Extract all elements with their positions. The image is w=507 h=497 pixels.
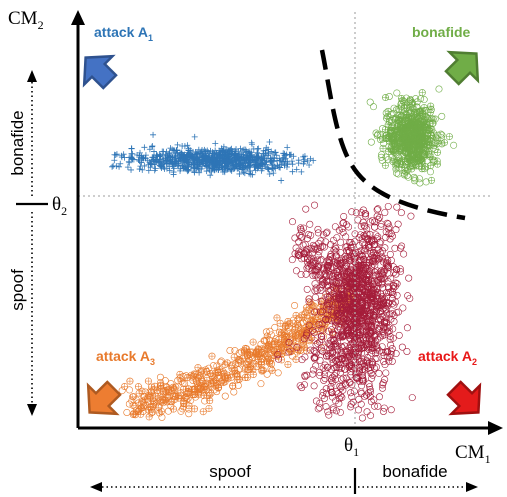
x-right-arrowhead xyxy=(466,482,478,492)
theta2-label: θ2 xyxy=(52,194,67,218)
y-axis-arrowhead xyxy=(71,10,85,25)
attack-a2-points xyxy=(274,201,416,422)
x-axis-arrowhead xyxy=(488,421,503,435)
arrow-a1-icon xyxy=(82,54,118,90)
x-left-arrowhead xyxy=(90,482,102,492)
arrow-bonafide-icon xyxy=(444,50,480,86)
y-bottom-arrowhead xyxy=(27,404,37,416)
y-region-spoof-label: spoof xyxy=(8,269,27,311)
attack-a3-label: attack A3 xyxy=(96,348,155,367)
y-region-bonafide-label: bonafide xyxy=(8,110,27,175)
attack-a2-label: attack A2 xyxy=(418,348,477,367)
arrow-a3-icon xyxy=(86,380,122,416)
attack-a1-label: attack A1 xyxy=(94,24,153,43)
bonafide-points xyxy=(366,85,458,187)
bonafide-cluster-label: bonafide xyxy=(412,24,471,40)
x-axis-label: CM1 xyxy=(455,442,491,466)
y-axis-label: CM2 xyxy=(8,8,44,32)
decision-boundary-curve xyxy=(319,49,466,221)
y-top-arrowhead xyxy=(27,70,37,82)
x-region-bonafide-label: bonafide xyxy=(382,462,447,481)
x-region-spoof-label: spoof xyxy=(209,462,251,481)
attack-a3-points xyxy=(118,274,359,421)
arrow-a2-icon xyxy=(446,380,482,416)
attack-a1-points xyxy=(109,131,317,184)
theta1-label: θ1 xyxy=(344,435,359,459)
